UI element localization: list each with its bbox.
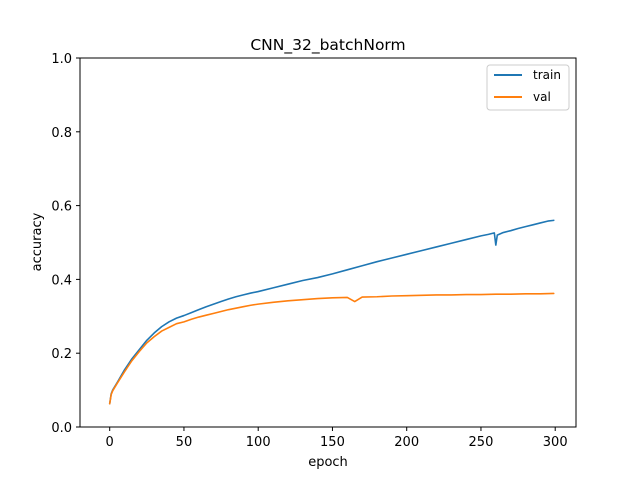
y-axis-ticks: 0.0 0.2 0.4 0.6 0.8 1.0 (51, 52, 80, 436)
legend-label-train: train (533, 68, 561, 82)
y-tick-label: 0.6 (51, 200, 72, 215)
x-tick-label: 50 (176, 435, 193, 450)
x-tick-label: 200 (394, 435, 419, 450)
y-tick-label: 0.8 (51, 126, 72, 141)
legend-label-val: val (533, 90, 551, 104)
plot-lines (108, 219, 555, 405)
x-axis-ticks: 0 50 100 150 200 250 300 (106, 427, 568, 450)
x-axis-label: epoch (308, 455, 348, 470)
x-tick-label: 250 (469, 435, 494, 450)
legend-box (486, 64, 570, 111)
x-tick-label: 300 (543, 435, 568, 450)
series-line-val (108, 292, 555, 405)
y-tick-label: 0.2 (51, 347, 72, 362)
y-axis-label: accuracy (30, 212, 45, 271)
x-tick-label: 150 (320, 435, 345, 450)
series-line-train (108, 219, 555, 405)
y-tick-label: 0.0 (51, 421, 72, 436)
chart-title: CNN_32_batchNorm (250, 36, 405, 55)
y-tick-label: 0.4 (51, 273, 72, 288)
x-tick-label: 100 (246, 435, 271, 450)
x-tick-label: 0 (106, 435, 114, 450)
y-tick-label: 1.0 (51, 52, 72, 67)
plot-frame (79, 57, 577, 428)
legend: train val (486, 64, 570, 111)
